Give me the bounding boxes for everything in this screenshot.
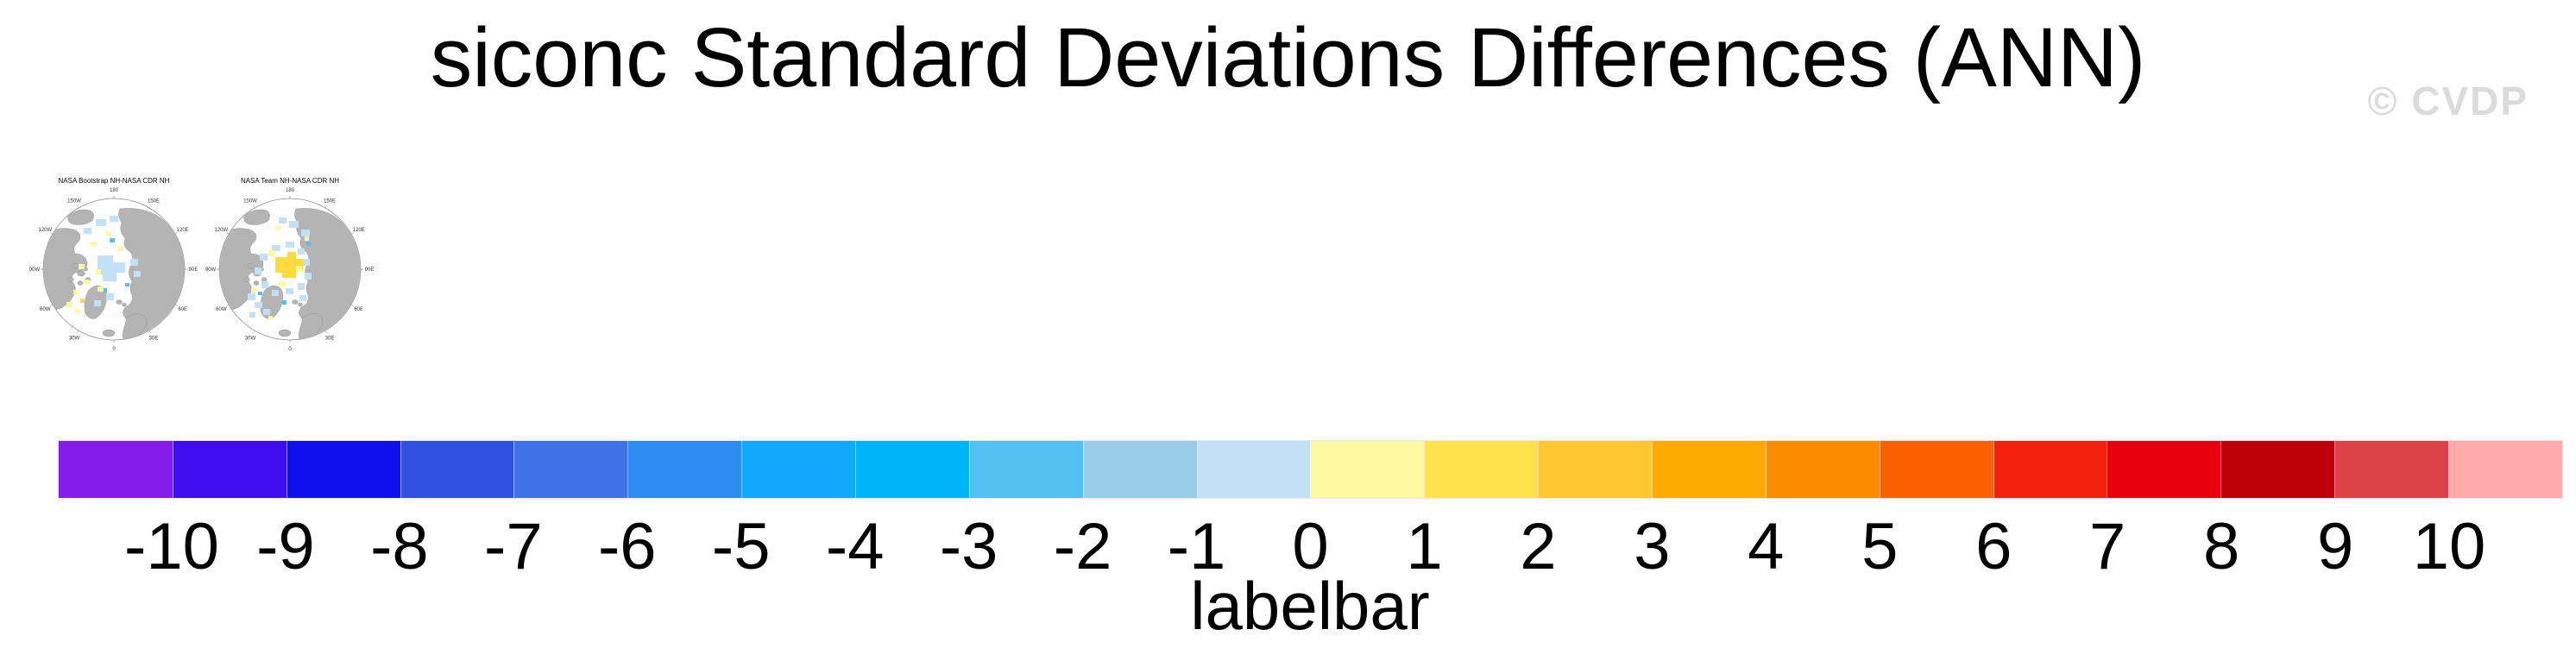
colorbar-cell — [1879, 441, 1993, 498]
colorbar-cell — [2107, 441, 2221, 498]
longitude-tick — [77, 205, 79, 209]
cvdp-watermark: © CVDP — [2367, 79, 2529, 123]
colorbar-cell — [400, 441, 514, 498]
longitude-label: 150W — [243, 198, 257, 204]
map-title: NASA Team NH-NASA CDR NH — [240, 177, 340, 185]
colorbar-cell — [968, 441, 1083, 498]
colorbar-cell — [1652, 441, 1766, 498]
anomaly-patches — [66, 216, 141, 313]
colorbar-cell — [1424, 441, 1539, 498]
anomaly-patches — [248, 217, 312, 320]
longitude-tick — [77, 330, 79, 333]
colorbar-cell — [513, 441, 628, 498]
colorbar-cell — [741, 441, 856, 498]
longitude-label: 120E — [353, 228, 365, 233]
longitude-label: 30E — [149, 337, 159, 342]
longitude-label: 120E — [177, 228, 189, 233]
longitude-label: 60W — [40, 307, 51, 312]
map-panel-bootstrap: NASA Bootstrap NH-NASA CDR NH 180 150E 120… — [23, 176, 205, 359]
longitude-label: 30W — [69, 337, 80, 342]
colorbar-tick-label: 3 — [1634, 510, 1671, 583]
longitude-labels: 180 150E 120E 90E 60E 30E 0 30W 60W 90W 120W 150W — [205, 188, 375, 352]
colorbar-cell — [1196, 441, 1311, 498]
colorbar-tick-label: -8 — [370, 510, 429, 583]
longitude-tick — [324, 330, 327, 333]
colorbar-cell — [1082, 441, 1197, 498]
colorbar-tick-row: -10 -9 -8 -7 -6 -5 -4 -3 -2 -1 0 1 2 3 4 5 6 7 8 9 10 — [58, 513, 2563, 583]
colorbar-cell — [627, 441, 742, 498]
colorbar-tick-label: 7 — [2089, 510, 2126, 583]
colorbar-cell — [2448, 441, 2562, 498]
longitude-tick — [148, 330, 151, 333]
longitude-tick — [50, 304, 54, 306]
polar-map-team: 180 150E 120E 90E 60E 30E 0 30W 60W 90W 120W 150W — [205, 188, 375, 359]
longitude-tick — [253, 330, 255, 333]
colorbar-tick-label: -10 — [124, 510, 219, 583]
longitude-label: 120W — [214, 228, 228, 233]
colorbar-tick-label: 1 — [1406, 510, 1443, 583]
colorbar-cell — [1310, 441, 1425, 498]
colorbar-tick-label: 5 — [1861, 510, 1899, 583]
longitude-label: 180 — [110, 188, 119, 193]
colorbar-tick-label: 4 — [1748, 510, 1785, 583]
longitude-label: 0 — [112, 347, 116, 352]
longitude-label: 180 — [286, 188, 295, 193]
longitude-tick — [174, 304, 178, 306]
colorbar-cell — [2334, 441, 2449, 498]
map-title: NASA Bootstrap NH-NASA CDR NH — [58, 177, 170, 185]
colorbar-tick-label: -4 — [825, 510, 885, 583]
longitude-tick — [50, 232, 54, 235]
colorbar-cell — [1765, 441, 1880, 498]
longitude-tick — [226, 304, 230, 306]
colorbar-tick-label: -3 — [939, 510, 998, 583]
colorbar-cell — [855, 441, 969, 498]
colorbar-cell — [59, 441, 173, 498]
colorbar-tick-label: 0 — [1292, 510, 1329, 583]
colorbar-cell — [172, 441, 287, 498]
longitude-label: 60E — [354, 307, 363, 312]
colorbar-tick-label: 2 — [1520, 510, 1557, 583]
colorbar-tick-label: 10 — [2412, 510, 2486, 583]
longitude-tick — [350, 232, 354, 235]
longitude-label: 90E — [189, 268, 198, 273]
colorbar-tick-label: -5 — [711, 510, 771, 583]
colorbar-tick-label: -2 — [1053, 510, 1112, 583]
longitude-label: 30E — [325, 337, 335, 342]
polar-map-bootstrap: 180 150E 120E 90E 60E 30E 0 30W 60W 90W 120W 150W — [29, 188, 198, 359]
longitude-tick — [148, 205, 151, 209]
longitude-label: 150W — [67, 198, 81, 204]
longitude-tick — [324, 205, 327, 209]
longitude-label: 120W — [38, 228, 52, 233]
colorbar-label: labelbar — [1190, 568, 1430, 644]
longitude-label: 60W — [216, 307, 227, 312]
colorbar-cell — [1538, 441, 1653, 498]
colorbar-cell — [286, 441, 400, 498]
figure-title: siconc Standard Deviations Differences (… — [430, 10, 2146, 104]
longitude-label: 90W — [29, 268, 41, 273]
colorbar-cell — [2220, 441, 2335, 498]
colorbar-tick-label: -6 — [597, 510, 657, 583]
longitude-tick — [350, 304, 354, 306]
colorbar-tick-label: -1 — [1167, 510, 1226, 583]
longitude-tick — [226, 232, 230, 235]
longitude-label: 150E — [148, 198, 160, 204]
longitude-tick — [174, 232, 178, 235]
longitude-tick — [253, 205, 255, 209]
colorbar-tick-label: 6 — [1975, 510, 2012, 583]
longitude-label: 0 — [288, 347, 292, 352]
longitude-label: 90E — [365, 268, 375, 273]
colorbar-tick-label: -7 — [484, 510, 543, 583]
longitude-label: 60E — [178, 307, 187, 312]
longitude-label: 30W — [245, 337, 256, 342]
colorbar-tick-label: -9 — [256, 510, 315, 583]
colorbar — [58, 440, 2563, 499]
longitude-labels: 180 150E 120E 90E 60E 30E 0 30W 60W 90W 120W 150W — [29, 188, 198, 352]
colorbar-tick-label: 8 — [2202, 510, 2240, 583]
colorbar-cell — [1993, 441, 2107, 498]
longitude-label: 90W — [205, 268, 217, 273]
longitude-label: 150E — [324, 198, 336, 204]
map-panel-team: NASA Team NH-NASA CDR NH — [199, 176, 381, 359]
colorbar-tick-label: 9 — [2316, 510, 2354, 583]
